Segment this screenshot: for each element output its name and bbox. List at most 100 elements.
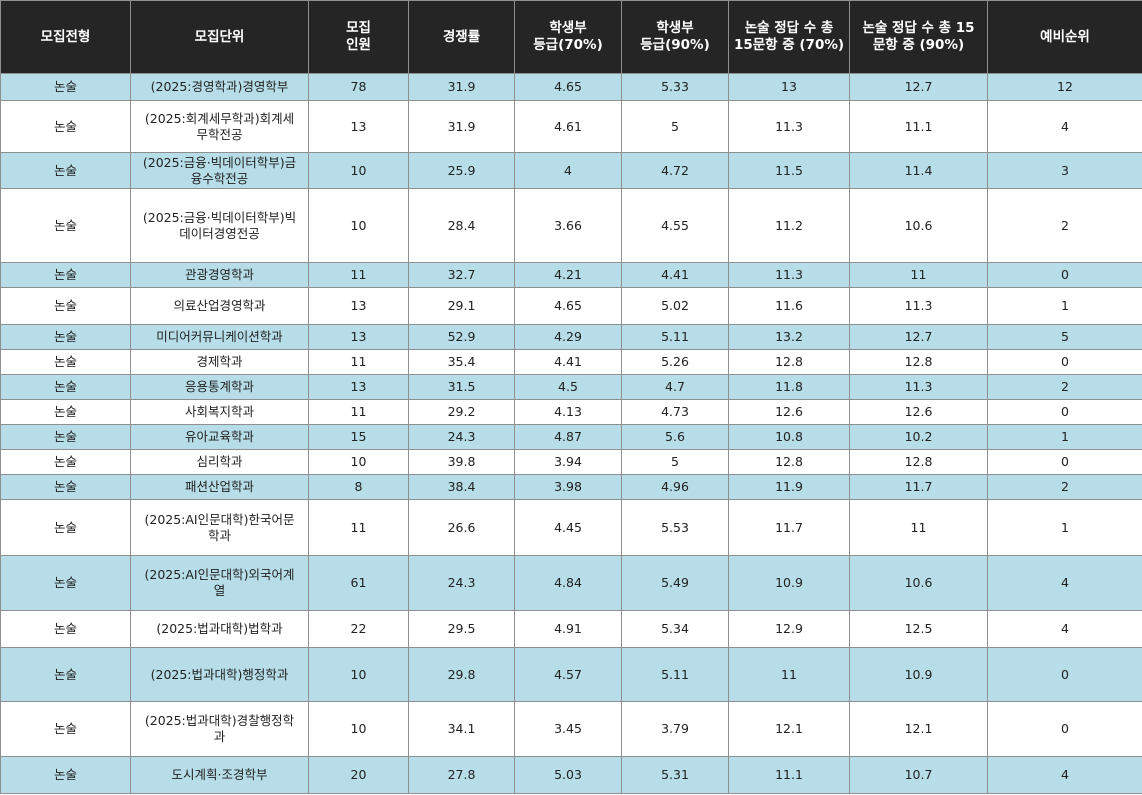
table-cell: 1 <box>987 499 1142 556</box>
table-cell: 0 <box>987 647 1142 702</box>
table-cell: 4.87 <box>514 424 622 450</box>
cell-value: 논술 <box>53 79 77 94</box>
cell-value: 논술 <box>53 217 77 233</box>
cell-value: 2 <box>1061 217 1069 233</box>
cell-value: 4.5 <box>558 379 578 394</box>
table-cell: 0 <box>987 701 1142 757</box>
cell-value: 13 <box>350 379 367 394</box>
cell-value: 4.91 <box>554 621 582 636</box>
table-cell: 12.5 <box>849 610 988 648</box>
col-header-essay-90: 논술 정답 수 총 15 문항 중 (90%) <box>849 0 988 74</box>
table-cell: 경제학과 <box>130 349 309 375</box>
cell-value: 12.1 <box>775 721 803 736</box>
table-cell: 4.41 <box>514 349 622 375</box>
cell-value: 논술 <box>53 118 77 134</box>
cell-value: 11.5 <box>775 162 803 178</box>
cell-value: 31.9 <box>447 79 476 94</box>
table-row: 논술 (2025:경영학과)경영학부 78 31.9 4.65 5.33 13 12.7 12 <box>0 73 1142 101</box>
col-header-essay-70: 논술 정답 수 총 15문항 중 (70%) <box>728 0 850 74</box>
table-cell: 29.8 <box>408 647 515 702</box>
table-cell: 12.7 <box>849 324 988 350</box>
table-cell: 31.5 <box>408 374 515 400</box>
cell-value: 5 <box>671 118 679 134</box>
table-cell: 11.9 <box>728 474 850 500</box>
table-cell: 11.7 <box>849 474 988 500</box>
table-cell: 10 <box>308 647 409 702</box>
table-cell: 3.66 <box>514 188 622 263</box>
cell-value: 10.8 <box>775 429 803 444</box>
table-cell: 4.7 <box>621 374 729 400</box>
table-cell: 논술 <box>0 73 131 101</box>
cell-value: 논술 <box>53 479 77 494</box>
cell-value: 4.65 <box>554 79 582 94</box>
table-cell: 2 <box>987 474 1142 500</box>
table-cell: 38.4 <box>408 474 515 500</box>
cell-value: (2025:경영학과)경영학부 <box>150 79 289 94</box>
cell-value: 0 <box>1061 267 1069 282</box>
table-cell: 논술 <box>0 324 131 350</box>
table-cell: 4 <box>514 152 622 189</box>
table-cell: 논술 <box>0 610 131 648</box>
cell-value: 4.57 <box>554 666 582 682</box>
table-cell: 20 <box>308 756 409 794</box>
cell-value: 13.2 <box>775 329 803 344</box>
cell-value: 0 <box>1061 666 1069 682</box>
cell-value: 24.3 <box>447 429 476 444</box>
header-label: 학생부 등급(70%) <box>533 20 603 53</box>
cell-value: (2025:법과대학)법학과 <box>156 621 283 636</box>
table-cell: (2025:금융·빅데이터학부)빅 데이터경영전공 <box>130 188 309 263</box>
table-cell: 31.9 <box>408 100 515 153</box>
cell-value: 관광경영학과 <box>184 267 254 282</box>
table-cell: 12.1 <box>728 701 850 757</box>
cell-value: 0 <box>1061 721 1069 736</box>
table-cell: 4.65 <box>514 287 622 325</box>
cell-value: 2 <box>1061 479 1069 494</box>
cell-value: 10 <box>350 454 367 469</box>
cell-value: 22 <box>350 621 367 636</box>
table-cell: 4 <box>987 610 1142 648</box>
cell-value: 4.87 <box>554 429 582 444</box>
cell-value: 5.34 <box>661 621 689 636</box>
cell-value: 논술 <box>53 267 77 282</box>
table-cell: 논술 <box>0 474 131 500</box>
cell-value: 4.73 <box>661 404 689 419</box>
table-cell: 25.9 <box>408 152 515 189</box>
table-cell: 24.3 <box>408 424 515 450</box>
cell-value: 논술 <box>53 379 77 394</box>
table-cell: 61 <box>308 555 409 611</box>
table-cell: 5 <box>621 100 729 153</box>
cell-value: 52.9 <box>447 329 476 344</box>
table-cell: (2025:법과대학)행정학과 <box>130 647 309 702</box>
table-cell: 1 <box>987 287 1142 325</box>
table-cell: 10.8 <box>728 424 850 450</box>
table-cell: 32.7 <box>408 262 515 288</box>
cell-value: 4.29 <box>554 329 582 344</box>
cell-value: 29.1 <box>447 298 476 313</box>
cell-value: 논술 <box>53 666 77 682</box>
table-cell: 13 <box>308 374 409 400</box>
cell-value: 78 <box>350 79 367 94</box>
table-row: 논술 (2025:금융·빅데이터학부)빅 데이터경영전공 10 28.4 3.66 4.55… <box>0 188 1142 263</box>
table-cell: 12.8 <box>849 349 988 375</box>
cell-value: 10.7 <box>904 767 933 782</box>
table-cell: 11 <box>308 399 409 425</box>
table-cell: 10.6 <box>849 188 988 263</box>
cell-value: 10.9 <box>775 575 803 590</box>
cell-value: 11.4 <box>904 162 933 178</box>
cell-value: 5 <box>1061 329 1069 344</box>
table-cell: 4.65 <box>514 73 622 101</box>
cell-value: 10 <box>350 666 367 682</box>
table-cell: 도시계획·조경학부 <box>130 756 309 794</box>
table-row: 논술 (2025:법과대학)경찰행정학 과 10 34.1 3.45 3.79 12.1 12.… <box>0 701 1142 757</box>
cell-value: 12.5 <box>904 621 933 636</box>
cell-value: 12.6 <box>775 404 803 419</box>
cell-value: 12.8 <box>904 354 933 369</box>
cell-value: 11.7 <box>904 479 933 494</box>
table-cell: 29.5 <box>408 610 515 648</box>
cell-value: 4.21 <box>554 267 582 282</box>
header-label: 논술 정답 수 총 15문항 중 (70%) <box>733 20 845 53</box>
table-cell: 15 <box>308 424 409 450</box>
cell-value: 11.3 <box>775 118 803 134</box>
cell-value: 논술 <box>53 354 77 369</box>
